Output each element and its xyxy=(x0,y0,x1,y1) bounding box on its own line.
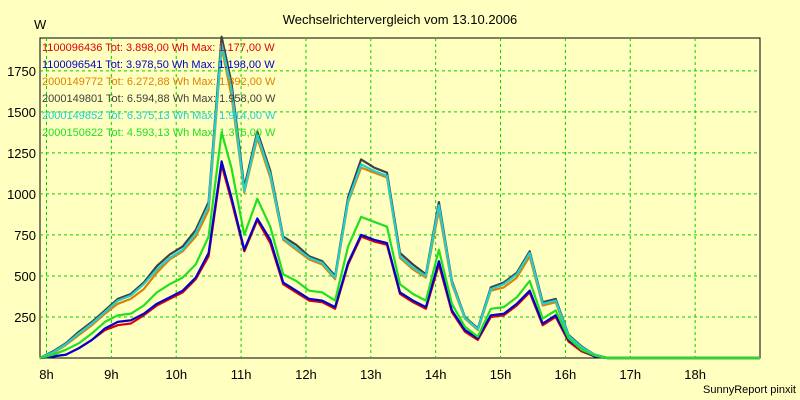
legend-entry-6: 2000150622 Tot: 4.593,13 Wh Max: 1.376,0… xyxy=(42,127,276,139)
legend-entry-4: 2000149801 Tot: 6.594,88 Wh Max: 1.958,0… xyxy=(42,93,276,105)
legend-entry-5: 2000149852 Tot: 6.375,13 Wh Max: 1.914,0… xyxy=(42,110,276,122)
x-tick-label: 17h xyxy=(619,367,641,382)
y-tick-label: 1250 xyxy=(7,146,36,161)
x-tick-label: 9h xyxy=(104,367,118,382)
legend-entry-1: 1100096436 Tot: 3.898,00 Wh Max: 1.177,0… xyxy=(42,42,275,54)
x-tick-label: 12h xyxy=(295,367,317,382)
legend: 1100096436 Tot: 3.898,00 Wh Max: 1.177,0… xyxy=(42,42,276,139)
y-gridlines xyxy=(40,70,760,318)
y-tick-label: 1750 xyxy=(7,64,36,79)
chart-title: Wechselrichtervergleich vom 13.10.2006 xyxy=(283,12,518,27)
legend-entry-2: 1100096541 Tot: 3.978,50 Wh Max: 1.198,0… xyxy=(42,59,275,71)
y-axis-unit: W xyxy=(34,17,47,32)
x-tick-label: 11h xyxy=(231,367,252,382)
y-tick-label: 1000 xyxy=(7,187,36,202)
y-tick-label: 1500 xyxy=(7,105,36,120)
x-tick-label: 13h xyxy=(360,367,382,382)
x-tick-label: 15h xyxy=(490,367,512,382)
y-tick-label: 250 xyxy=(14,310,36,325)
x-tick-label: 16h xyxy=(555,367,577,382)
x-tick-label: 10h xyxy=(165,367,187,382)
y-tick-label: 750 xyxy=(14,228,36,243)
x-tick-label: 14h xyxy=(425,367,447,382)
y-tick-label: 500 xyxy=(14,269,36,284)
x-tick-label: 8h xyxy=(39,367,53,382)
series-lines xyxy=(39,35,760,360)
legend-entry-3: 2000149772 Tot: 6.272,88 Wh Max: 1.892,0… xyxy=(42,76,276,88)
x-tick-labels: 8h 9h 10h 11h 12h 13h 14h 15h 16h 17h 18h xyxy=(39,367,706,382)
x-tick-label: 18h xyxy=(684,367,706,382)
y-tick-labels: 250 500 750 1000 1250 1500 1750 xyxy=(7,64,36,325)
series-line-6 xyxy=(39,131,760,360)
footer-credit: SunnyReport pinxit xyxy=(703,384,796,396)
